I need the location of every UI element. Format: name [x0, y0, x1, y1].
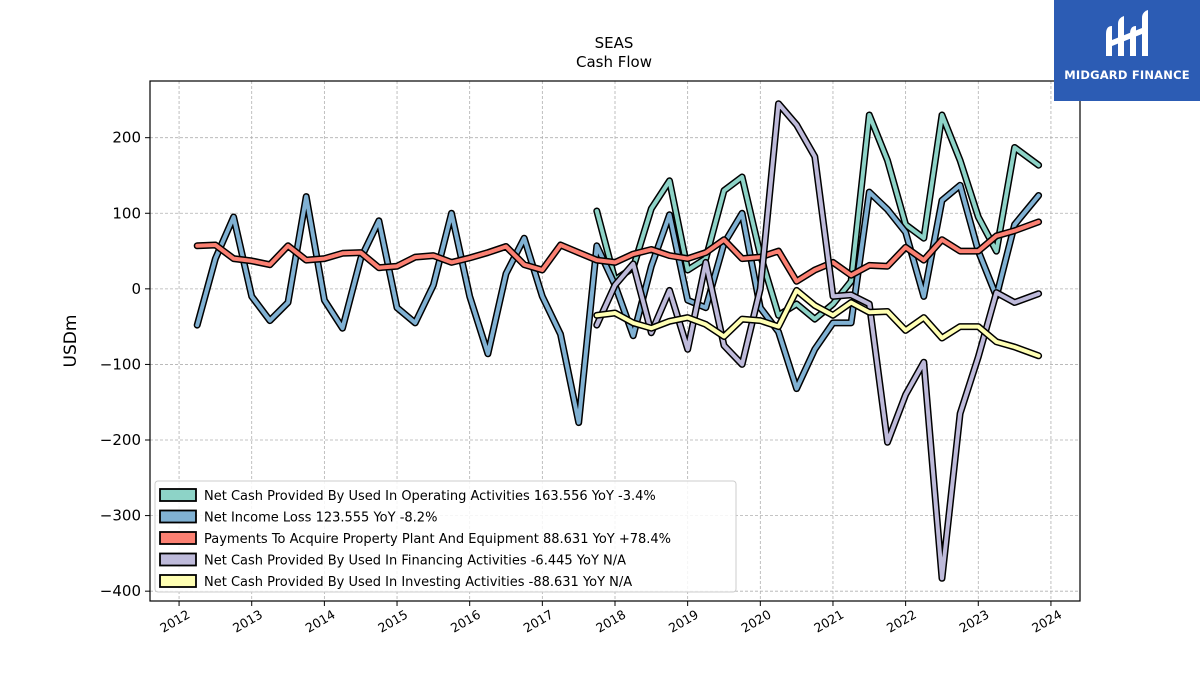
mf-monogram-icon [1106, 10, 1148, 56]
legend-swatch [159, 488, 197, 502]
x-tick-label: 2017 [521, 607, 556, 636]
chart-subtitle: Cash Flow [576, 53, 652, 71]
y-tick-label: −200 [100, 431, 141, 449]
x-tick-label: 2024 [1029, 607, 1064, 636]
brand-name: MIDGARD FINANCE [1064, 68, 1190, 82]
legend-swatch [159, 509, 197, 524]
x-tick-label: 2022 [884, 607, 919, 636]
legend-label: Net Cash Provided By Used In Operating A… [204, 489, 656, 504]
y-tick-label: 200 [112, 129, 141, 147]
legend-label: Net Income Loss 123.555 YoY -8.2% [204, 511, 437, 526]
series-line [593, 100, 1043, 582]
series-stroke [594, 288, 1041, 358]
series-line [593, 111, 1043, 323]
legend-swatch [159, 552, 197, 567]
y-tick-label: −300 [100, 507, 141, 525]
y-tick-label: 100 [112, 204, 141, 222]
legend-swatch [159, 531, 197, 545]
y-tick-label: 0 [131, 280, 141, 298]
y-tick-label: −400 [100, 582, 141, 600]
legend-label: Net Cash Provided By Used In Financing A… [204, 554, 626, 569]
x-tick-label: 2023 [957, 607, 992, 636]
x-tick-label: 2016 [448, 607, 483, 636]
y-tick-label: −100 [100, 355, 141, 373]
x-tick-label: 2021 [811, 607, 846, 636]
legend-label: Net Cash Provided By Used In Investing A… [204, 575, 632, 590]
legend-swatch [159, 574, 197, 588]
x-tick-label: 2015 [375, 607, 410, 636]
series-stroke [195, 219, 1041, 284]
series-line [593, 286, 1043, 360]
series-stroke [594, 113, 1041, 322]
x-tick-label: 2014 [303, 607, 338, 636]
legend-box [154, 480, 737, 593]
x-tick-label: 2013 [230, 607, 265, 636]
chart-title: SEAS [595, 34, 634, 52]
brand-logo: MIDGARD FINANCE [1054, 0, 1200, 101]
series-stroke [594, 101, 1041, 581]
x-tick-label: 2019 [666, 607, 701, 636]
legend-label: Payments To Acquire Property Plant And E… [204, 532, 671, 547]
legend: Net Cash Provided By Used In Operating A… [154, 480, 737, 593]
x-tick-label: 2020 [739, 607, 774, 636]
y-axis-label: USDm [61, 315, 81, 368]
x-tick-label: 2018 [593, 607, 628, 636]
series-lines [193, 100, 1043, 582]
x-tick-label: 2012 [157, 607, 192, 636]
series-line [193, 218, 1043, 285]
